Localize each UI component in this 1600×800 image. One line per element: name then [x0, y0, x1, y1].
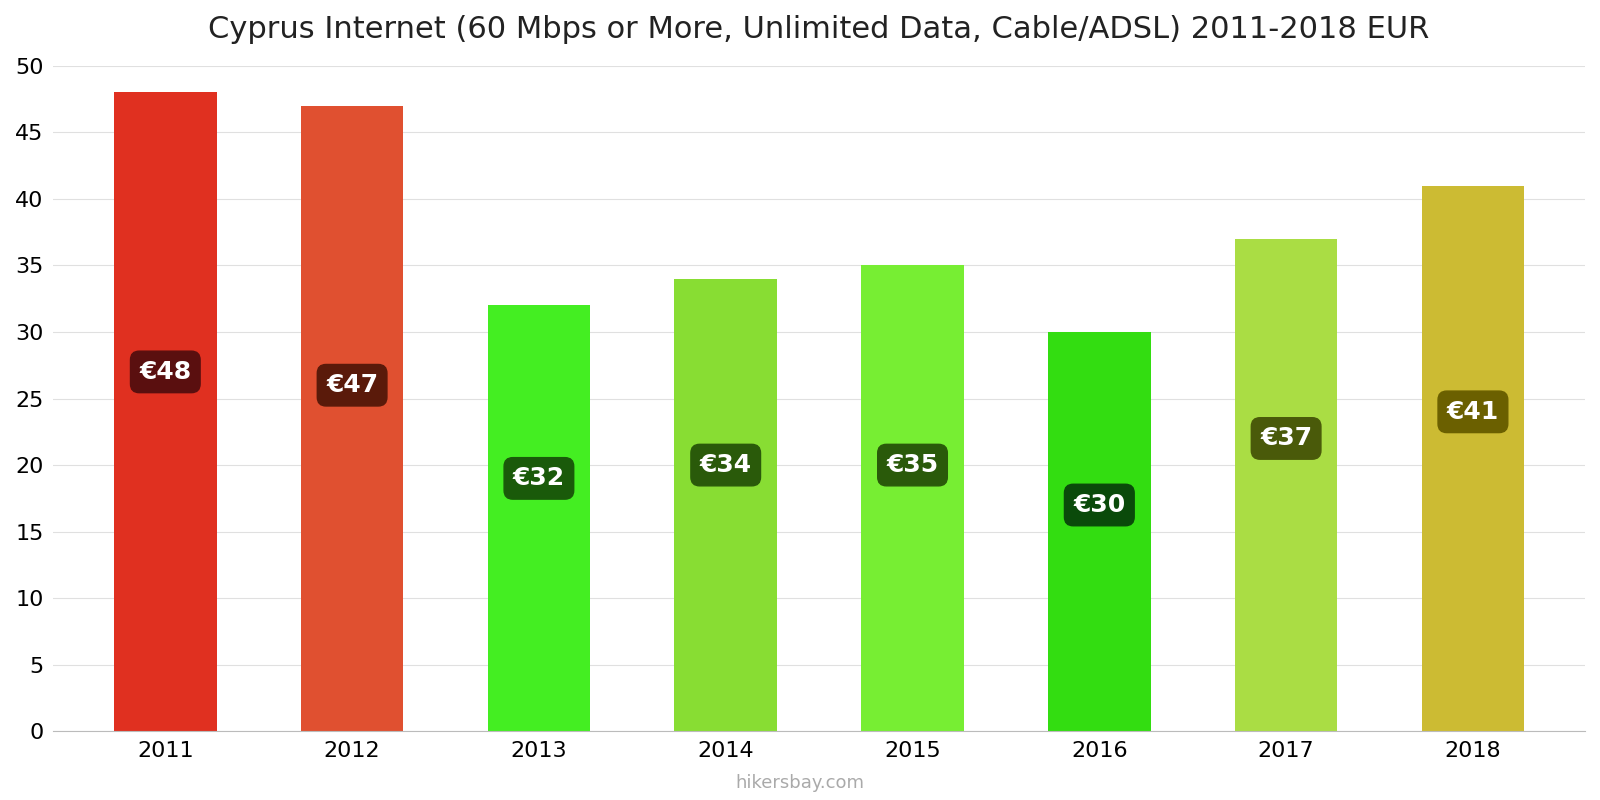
Bar	[1235, 239, 1338, 731]
Text: €37: €37	[1261, 426, 1312, 450]
Text: €35: €35	[886, 453, 939, 477]
Text: €47: €47	[326, 374, 378, 398]
Bar	[114, 92, 216, 731]
Bar	[1421, 186, 1525, 731]
Bar	[488, 306, 590, 731]
Title: Cyprus Internet (60 Mbps or More, Unlimited Data, Cable/ADSL) 2011-2018 EUR: Cyprus Internet (60 Mbps or More, Unlimi…	[208, 15, 1430, 44]
Bar	[301, 106, 403, 731]
Text: €48: €48	[139, 360, 192, 384]
Bar	[674, 278, 778, 731]
Bar	[1048, 332, 1150, 731]
Bar	[861, 266, 963, 731]
Text: hikersbay.com: hikersbay.com	[736, 774, 864, 792]
Text: €32: €32	[514, 466, 565, 490]
Text: €34: €34	[699, 453, 752, 477]
Text: €30: €30	[1074, 493, 1125, 517]
Text: €41: €41	[1446, 400, 1499, 424]
